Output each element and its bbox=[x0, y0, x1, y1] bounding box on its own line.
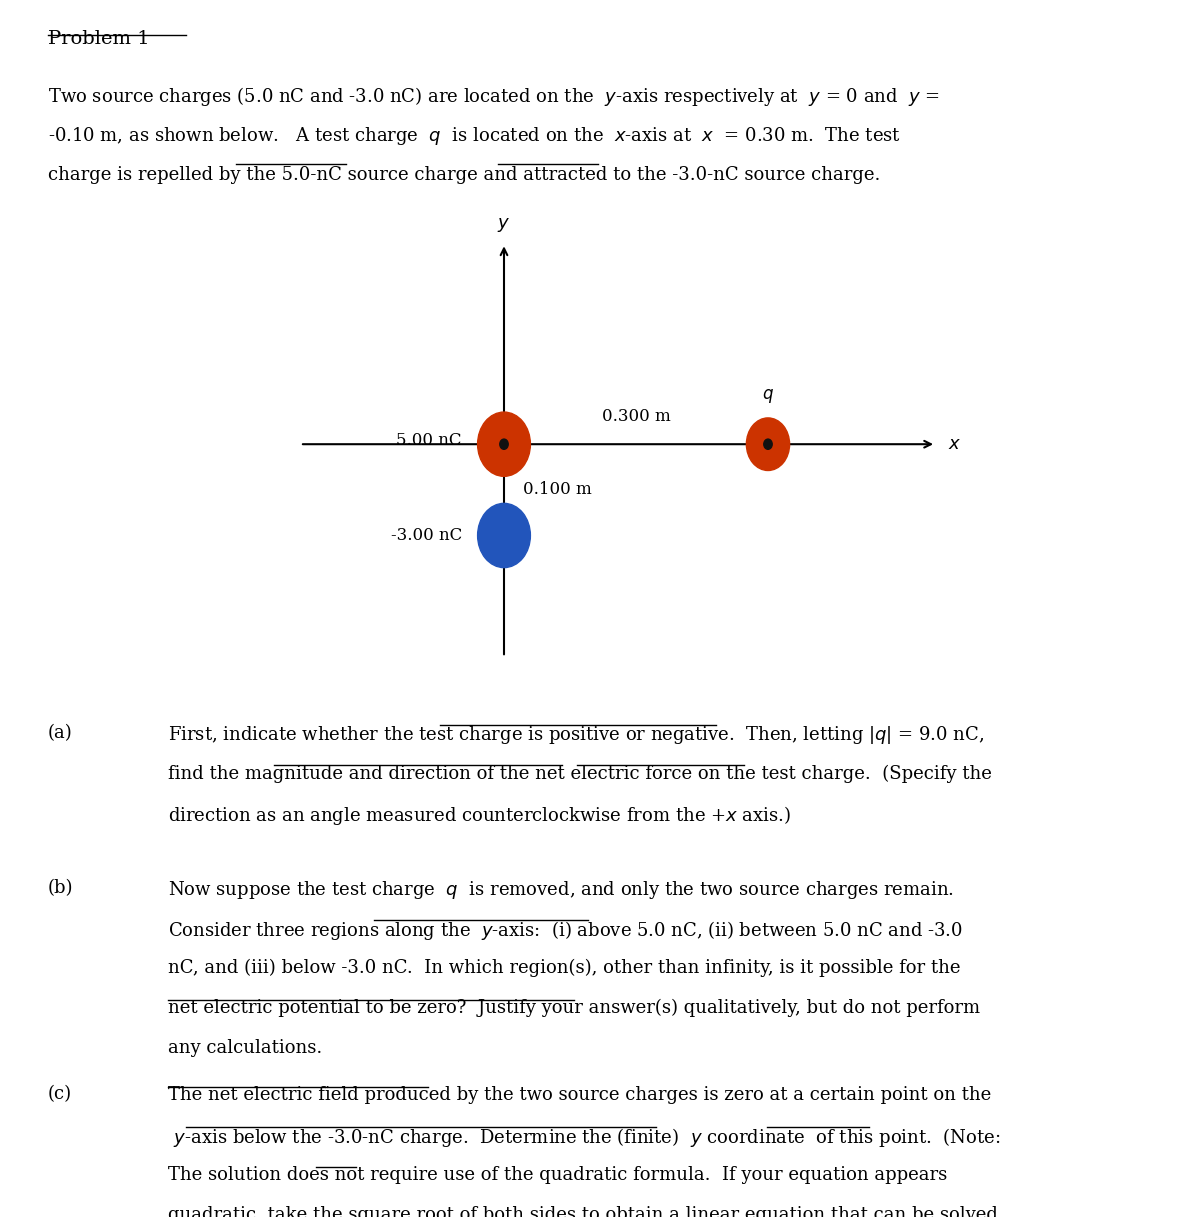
Text: direction as an angle measured counterclockwise from the +$x$ axis.): direction as an angle measured countercl… bbox=[168, 804, 791, 828]
Text: $y$: $y$ bbox=[497, 215, 511, 234]
Ellipse shape bbox=[746, 417, 790, 471]
Text: The solution does not require use of the quadratic formula.  If your equation ap: The solution does not require use of the… bbox=[168, 1166, 947, 1184]
Text: charge is repelled by the 5.0-nC source charge and attracted to the -3.0-nC sour: charge is repelled by the 5.0-nC source … bbox=[48, 166, 881, 184]
Text: find the magnitude and direction of the net electric force on the test charge.  : find the magnitude and direction of the … bbox=[168, 764, 992, 783]
Text: $q$: $q$ bbox=[762, 387, 774, 405]
Text: (a): (a) bbox=[48, 724, 73, 742]
Text: quadratic, take the square root of both sides to obtain a linear equation that c: quadratic, take the square root of both … bbox=[168, 1206, 998, 1217]
Text: any calculations.: any calculations. bbox=[168, 1039, 323, 1058]
Text: (b): (b) bbox=[48, 879, 73, 897]
Ellipse shape bbox=[478, 413, 530, 476]
Text: 0.300 m: 0.300 m bbox=[601, 408, 671, 425]
Text: -0.10 m, as shown below.   A test charge  $q$  is located on the  $x$-axis at  $: -0.10 m, as shown below. A test charge $… bbox=[48, 125, 901, 147]
Text: 5.00 nC: 5.00 nC bbox=[396, 432, 462, 449]
Text: First, indicate whether the test charge is positive or negative.  Then, letting : First, indicate whether the test charge … bbox=[168, 724, 984, 746]
Text: (c): (c) bbox=[48, 1086, 72, 1104]
Text: nC, and (iii) below -3.0 nC.  In which region(s), other than infinity, is it pos: nC, and (iii) below -3.0 nC. In which re… bbox=[168, 959, 960, 977]
Text: 0.100 m: 0.100 m bbox=[523, 482, 592, 498]
Text: The net electric field produced by the two source charges is zero at a certain p: The net electric field produced by the t… bbox=[168, 1086, 991, 1104]
Text: Now suppose the test charge  $q$  is removed, and only the two source charges re: Now suppose the test charge $q$ is remov… bbox=[168, 879, 954, 901]
Ellipse shape bbox=[500, 439, 509, 449]
Text: Problem 1: Problem 1 bbox=[48, 30, 150, 49]
Text: net electric potential to be zero?  Justify your answer(s) qualitatively, but do: net electric potential to be zero? Justi… bbox=[168, 999, 980, 1017]
Text: Two source charges (5.0 nC and -3.0 nC) are located on the  $y$-axis respectivel: Two source charges (5.0 nC and -3.0 nC) … bbox=[48, 85, 940, 108]
Text: -3.00 nC: -3.00 nC bbox=[391, 527, 462, 544]
Text: $y$-axis below the -3.0-nC charge.  Determine the (finite)  $y$ coordinate  of t: $y$-axis below the -3.0-nC charge. Deter… bbox=[168, 1126, 1001, 1149]
Ellipse shape bbox=[763, 439, 772, 449]
Text: Consider three regions along the  $y$-axis:  (i) above 5.0 nC, (ii) between 5.0 : Consider three regions along the $y$-axi… bbox=[168, 919, 962, 942]
Text: $x$: $x$ bbox=[948, 436, 961, 453]
Ellipse shape bbox=[478, 504, 530, 567]
